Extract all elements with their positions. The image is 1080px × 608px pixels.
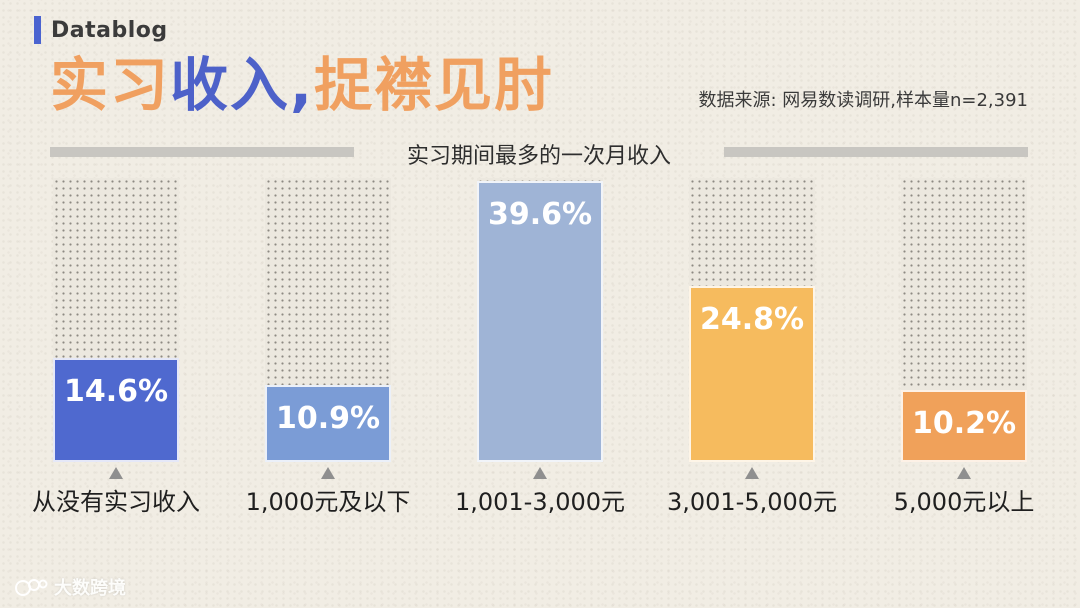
triangle-up-icon <box>533 467 547 479</box>
bar-track: 10.2% <box>901 178 1027 462</box>
category-label: 3,001-5,000元 <box>666 488 838 516</box>
triangle-up-icon <box>957 467 971 479</box>
brand-label: Datablog <box>51 17 168 43</box>
triangle-up-icon <box>109 467 123 479</box>
category-label: 从没有实习收入 <box>32 488 200 516</box>
category-label: 1,000元及以下 <box>245 488 411 516</box>
chart-title: 实习期间最多的一次月收入 <box>406 144 671 169</box>
footer-text: 大数跨境 <box>54 578 126 599</box>
title-part-1: 实习 <box>50 51 171 119</box>
bar-value-label: 39.6% <box>487 197 593 232</box>
subtitle-rule-right <box>724 147 1028 157</box>
bar-value-label: 10.9% <box>275 401 381 436</box>
data-source: 数据来源: 网易数读调研,样本量n=2,391 <box>698 90 1028 111</box>
brand: Datablog <box>34 14 168 46</box>
brand-accent-bar <box>34 16 41 44</box>
triangle-up-icon <box>745 467 759 479</box>
bar: 39.6% <box>477 181 603 462</box>
logo-icon <box>15 579 48 596</box>
page-title: 实习收入,捉襟见肘 <box>50 56 554 114</box>
bar: 24.8% <box>689 286 815 462</box>
bar-value-label: 10.2% <box>911 406 1017 441</box>
title-part-3: 捉襟见肘 <box>314 51 555 119</box>
bar-value-label: 24.8% <box>699 302 805 337</box>
bar-value-label: 14.6% <box>63 374 169 409</box>
bar-track: 24.8% <box>689 178 815 462</box>
category-label: 5,000元以上 <box>893 488 1035 516</box>
bar-track: 14.6% <box>53 178 179 462</box>
bar-track: 10.9% <box>265 178 391 462</box>
title-part-2: 收入, <box>170 51 315 119</box>
category-label: 1,001-3,000元 <box>454 488 626 516</box>
bar: 14.6% <box>53 358 179 462</box>
footer-watermark: 大数跨境 <box>14 574 126 600</box>
bar: 10.9% <box>265 385 391 462</box>
subtitle-rule-left <box>50 147 354 157</box>
bar: 10.2% <box>901 390 1027 462</box>
bar-track: 39.6% <box>477 178 603 462</box>
triangle-up-icon <box>321 467 335 479</box>
